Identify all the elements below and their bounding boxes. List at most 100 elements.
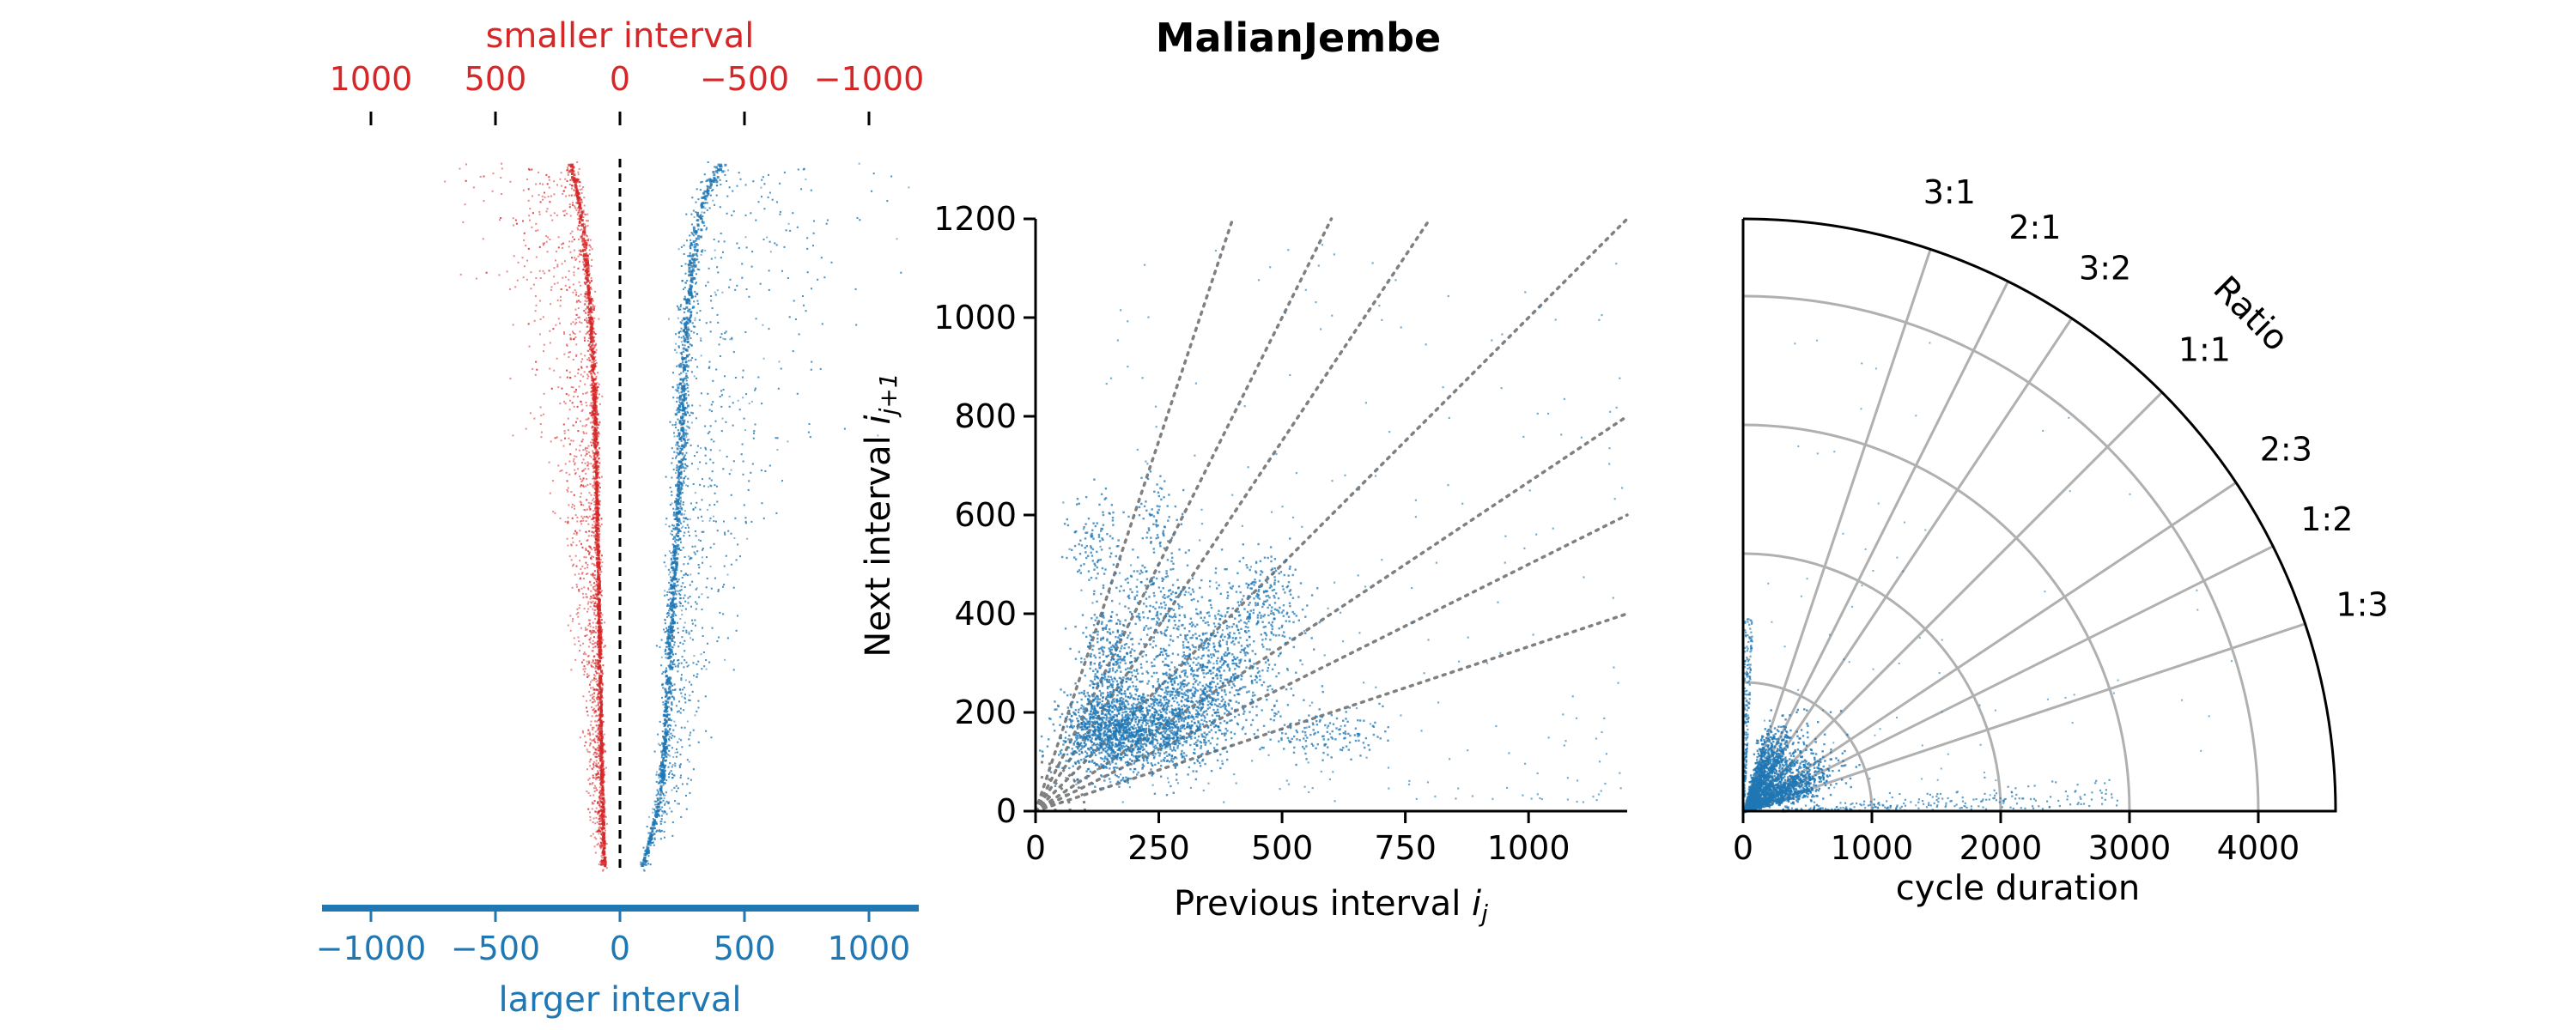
profile-point: [598, 566, 601, 569]
profile-point: [595, 456, 598, 458]
profile-point: [601, 786, 605, 790]
profile-point: [592, 432, 594, 434]
profile-point: [598, 803, 601, 806]
profile-point: [462, 221, 465, 223]
profile-point: [594, 507, 597, 510]
profile-point: [581, 479, 584, 482]
profile-point: [589, 337, 592, 341]
profile-point: [592, 308, 595, 311]
profile-point: [601, 828, 604, 831]
profile-point: [601, 857, 604, 859]
profile-point: [578, 281, 580, 283]
profile-point: [593, 800, 596, 803]
profile-point: [577, 196, 580, 199]
profile-point: [491, 190, 494, 192]
profile-point: [591, 375, 593, 378]
profile-point: [589, 605, 592, 608]
profile-point: [601, 777, 604, 780]
profile-point: [599, 694, 603, 698]
profile-point: [599, 755, 602, 758]
profile-point: [592, 575, 594, 578]
profile-point: [594, 382, 597, 385]
profile-point: [596, 729, 598, 731]
profile-point: [545, 240, 548, 243]
profile-point: [574, 505, 575, 507]
profile-point: [566, 180, 568, 182]
profile-point: [596, 665, 598, 668]
profile-point: [577, 317, 580, 318]
profile-point: [576, 161, 579, 163]
profile-point: [599, 641, 603, 645]
profile-point: [550, 215, 552, 217]
profile-point: [577, 171, 580, 173]
profile-point: [589, 811, 591, 814]
profile-point: [597, 653, 599, 656]
profile-point: [592, 520, 595, 523]
profile-point: [597, 660, 599, 663]
profile-point: [561, 263, 563, 265]
profile-point: [600, 855, 603, 857]
profile-point: [535, 360, 538, 363]
profile-point: [576, 181, 579, 184]
profile-point: [588, 335, 591, 337]
profile-point: [586, 259, 590, 263]
profile-point: [603, 832, 606, 835]
profile-point: [598, 625, 600, 628]
profile-point: [594, 344, 597, 347]
profile-point: [592, 343, 594, 346]
profile-point: [592, 556, 595, 558]
profile-point: [594, 549, 597, 551]
profile-point: [587, 624, 590, 627]
profile-point: [598, 583, 601, 586]
profile-point: [605, 867, 608, 869]
profile-point: [572, 359, 574, 360]
profile-point: [542, 242, 544, 245]
profile-point: [594, 522, 597, 524]
profile-point: [592, 476, 595, 478]
profile-point: [536, 368, 538, 371]
profile-point: [598, 649, 601, 652]
profile-point: [594, 772, 597, 775]
profile-point: [572, 541, 574, 543]
profile-point: [591, 248, 593, 251]
profile-point: [589, 483, 592, 485]
profile-point: [598, 863, 600, 866]
profile-point: [580, 322, 583, 324]
profile-point: [592, 487, 595, 489]
profile-point: [595, 661, 598, 663]
profile-point: [561, 470, 563, 471]
profile-point: [592, 467, 595, 470]
profile-point: [596, 596, 598, 598]
profile-point: [592, 306, 594, 308]
profile-point: [590, 364, 592, 367]
profile-point: [593, 477, 595, 480]
profile-point: [590, 590, 592, 592]
profile-point: [592, 694, 593, 696]
profile-point: [572, 386, 574, 389]
profile-point: [599, 797, 602, 799]
profile-point: [590, 518, 592, 520]
profile-point: [590, 288, 592, 290]
profile-point: [566, 169, 568, 172]
profile-point: [582, 258, 585, 261]
profile-point: [592, 392, 595, 396]
profile-point: [580, 520, 583, 522]
profile-point: [588, 505, 591, 507]
profile-point: [586, 464, 589, 467]
profile-point: [592, 787, 595, 790]
profile-point: [583, 226, 586, 229]
profile-point: [557, 464, 560, 467]
profile-point: [599, 633, 602, 636]
profile-point: [593, 536, 596, 538]
profile-point: [583, 273, 586, 276]
profile-point: [601, 594, 603, 597]
profile-point: [594, 440, 597, 442]
profile-point: [602, 827, 605, 830]
profile-point: [598, 754, 599, 757]
profile-point: [598, 645, 600, 648]
profile-point: [598, 810, 601, 813]
profile-point: [598, 730, 601, 732]
profile-point: [543, 392, 545, 395]
profile-point: [585, 472, 587, 475]
profile-point: [586, 320, 588, 323]
